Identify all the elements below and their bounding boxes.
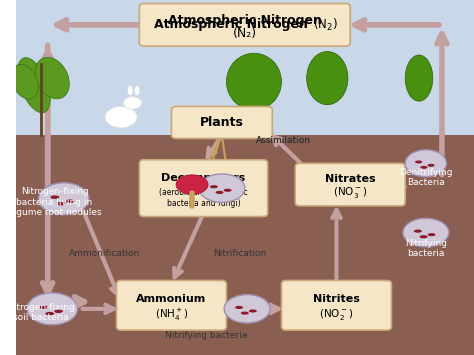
Ellipse shape (428, 233, 436, 236)
Ellipse shape (405, 55, 433, 101)
Text: Decomposers: Decomposers (162, 173, 246, 183)
Ellipse shape (134, 86, 140, 95)
FancyBboxPatch shape (282, 280, 392, 330)
Ellipse shape (105, 106, 137, 128)
Text: Nitrifying
bacteria: Nitrifying bacteria (405, 239, 447, 258)
Ellipse shape (420, 166, 428, 169)
Ellipse shape (210, 185, 218, 188)
Text: (N$_2$): (N$_2$) (313, 17, 337, 33)
Ellipse shape (199, 174, 245, 202)
Ellipse shape (419, 235, 428, 238)
Ellipse shape (216, 191, 224, 194)
Ellipse shape (224, 189, 232, 192)
Ellipse shape (224, 295, 270, 323)
Text: Atmospheric Nitrogen: Atmospheric Nitrogen (168, 14, 322, 27)
Text: Nitrites: Nitrites (313, 294, 360, 304)
Text: Assimilation: Assimilation (256, 136, 311, 145)
Bar (16, 0, 474, 135)
Ellipse shape (241, 312, 249, 315)
Text: Nitrates: Nitrates (325, 174, 375, 184)
Text: Ammonification: Ammonification (69, 249, 141, 258)
FancyBboxPatch shape (117, 280, 227, 330)
Text: (N₂): (N₂) (233, 27, 257, 40)
Ellipse shape (54, 310, 63, 313)
Ellipse shape (35, 57, 69, 99)
Text: Assimilation: Assimilation (256, 136, 311, 145)
Ellipse shape (227, 53, 282, 110)
Ellipse shape (414, 230, 422, 233)
Text: (NO$_2^-$): (NO$_2^-$) (319, 307, 354, 322)
Ellipse shape (128, 86, 133, 95)
Text: (NO$_3^-$): (NO$_3^-$) (333, 185, 367, 200)
Ellipse shape (18, 58, 50, 113)
Ellipse shape (307, 51, 348, 105)
FancyBboxPatch shape (172, 106, 272, 138)
Text: Nitrifying bacteria: Nitrifying bacteria (164, 331, 247, 340)
Ellipse shape (38, 183, 89, 215)
Text: Nitrogen-fixing
bacteria living in
legume root nodules: Nitrogen-fixing bacteria living in legum… (8, 187, 101, 217)
Ellipse shape (39, 306, 48, 309)
Ellipse shape (405, 150, 447, 177)
Ellipse shape (51, 196, 59, 199)
Ellipse shape (403, 218, 449, 247)
Bar (16, 135, 474, 355)
Text: Ammonium: Ammonium (137, 294, 207, 304)
Ellipse shape (428, 164, 435, 167)
Text: Denitrifying
Bacteria: Denitrifying Bacteria (399, 168, 453, 187)
Text: Plants: Plants (200, 116, 244, 129)
Text: Nitrogen-fixing
soil bacteria: Nitrogen-fixing soil bacteria (7, 303, 75, 322)
FancyBboxPatch shape (139, 160, 268, 217)
Text: (NH$_4^+$): (NH$_4^+$) (155, 307, 188, 323)
Ellipse shape (235, 306, 243, 309)
Text: (aerobic and anaerobic
bacteria and fungi): (aerobic and anaerobic bacteria and fung… (159, 189, 248, 208)
Ellipse shape (123, 97, 142, 109)
Ellipse shape (176, 175, 208, 194)
FancyBboxPatch shape (295, 163, 405, 206)
Ellipse shape (415, 160, 422, 163)
Ellipse shape (46, 312, 54, 315)
Text: Nitrification: Nitrification (214, 249, 267, 258)
FancyBboxPatch shape (139, 4, 350, 46)
Text: Atmospheric Nitrogen: Atmospheric Nitrogen (154, 18, 308, 31)
Ellipse shape (27, 293, 77, 325)
Ellipse shape (11, 64, 38, 99)
Ellipse shape (65, 200, 74, 203)
Ellipse shape (249, 310, 257, 312)
Ellipse shape (57, 202, 65, 205)
